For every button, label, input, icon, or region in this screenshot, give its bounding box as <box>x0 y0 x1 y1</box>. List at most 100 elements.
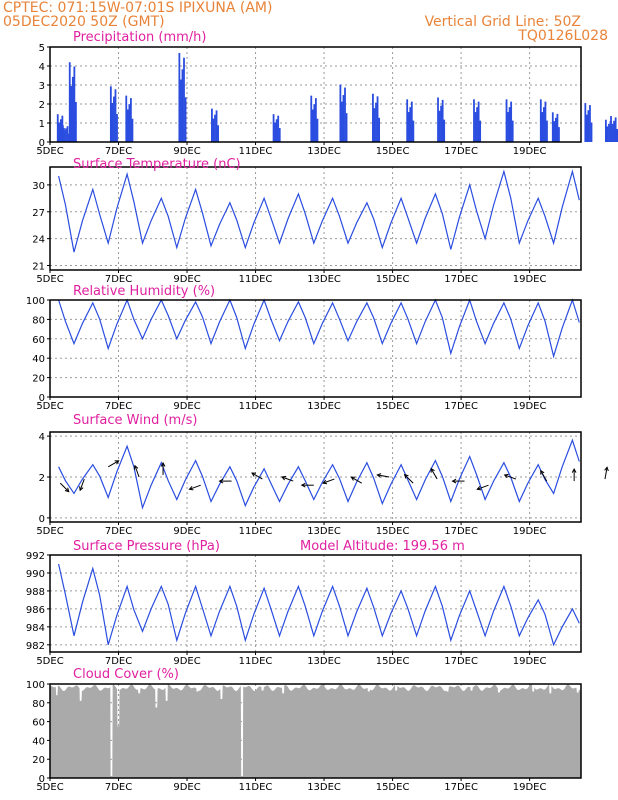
wind-arrow-head <box>540 469 545 475</box>
x-tick-label: 7DEC <box>105 656 132 667</box>
precip-bar <box>75 101 77 142</box>
precip-bar <box>443 119 446 142</box>
precip-bar <box>375 102 377 142</box>
precip-bar <box>56 114 59 142</box>
wind-arrow-head <box>218 478 224 484</box>
x-tick-label: 7DEC <box>105 526 132 537</box>
series-line <box>58 438 580 510</box>
x-tick-label: 9DEC <box>173 146 200 157</box>
panel-frame <box>49 46 582 143</box>
precip-bar <box>410 101 413 142</box>
panel-2: 0 20 40 60 80 100 5DEC 7DEC 9DEC 11DEC 13DEC 15DEC 1… <box>26 284 582 412</box>
y-tick-label: 20 <box>32 755 45 766</box>
precip-bar <box>278 128 281 142</box>
x-tick-label: 15DEC <box>376 526 410 537</box>
header-vertical-grid: Vertical Grid Line: 50Z <box>424 14 581 30</box>
precip-bar <box>116 114 118 142</box>
x-tick-label: 11DEC <box>239 526 273 537</box>
x-tick-label: 11DEC <box>239 146 273 157</box>
precip-bar <box>441 99 444 142</box>
wind-arrow <box>134 465 140 478</box>
x-tick-label: 7DEC <box>105 401 132 412</box>
precip-bar <box>544 101 547 142</box>
precip-bar <box>114 89 117 142</box>
wind-arrow <box>540 470 548 482</box>
precip-bar <box>129 98 132 142</box>
y-tick-label: 4 <box>39 432 45 443</box>
precip-bar <box>68 62 71 142</box>
panel-1: 21 24 27 30 5DEC 7DEC 9DEC 11DEC 13DEC 15DEC 17DEC… <box>32 157 582 285</box>
precip-bar <box>183 57 185 142</box>
wind-arrow-head <box>280 475 286 481</box>
wind-arrow-head <box>604 466 609 472</box>
precip-bar <box>128 104 131 142</box>
wind-arrow <box>107 460 119 468</box>
panel-frame <box>49 166 582 271</box>
wind-arrow <box>59 482 70 492</box>
wind-arrow-head <box>322 479 328 485</box>
x-tick-label: 5DEC <box>36 656 63 667</box>
y-tick-label: 982 <box>26 641 45 652</box>
precip-bar <box>342 95 345 142</box>
precip-bar <box>604 119 607 142</box>
wind-arrow <box>604 467 608 480</box>
precip-bar <box>614 117 617 142</box>
precip-bar <box>341 101 343 142</box>
x-tick-label: 7DEC <box>105 146 132 157</box>
precip-bar <box>376 96 379 142</box>
y-tick-label: 4 <box>39 62 45 73</box>
precip-bar <box>378 117 380 142</box>
x-tick-label: 13DEC <box>307 146 341 157</box>
x-tick-label: 19DEC <box>513 526 547 537</box>
precip-bar <box>440 105 442 142</box>
panel-0: 0 1 2 3 4 5 5DEC 7DEC 9DEC 11DEC 13DEC 15DEC 17DEC 19… <box>36 30 618 157</box>
wind-arrow <box>351 476 362 484</box>
x-tick-label: 5DEC <box>36 274 63 285</box>
wind-arrow <box>477 484 489 490</box>
x-tick-label: 13DEC <box>307 274 341 285</box>
precip-bar <box>131 118 134 142</box>
precip-bar <box>507 112 509 142</box>
precip-bar <box>66 126 69 142</box>
model-altitude-label: Model Altitude: 199.56 m <box>300 539 465 554</box>
precip-bar <box>372 93 374 142</box>
wind-arrow-head <box>64 487 70 493</box>
precip-bar <box>608 123 610 142</box>
wind-arrow-head <box>188 485 194 491</box>
y-tick-label: 990 <box>26 569 45 580</box>
wind-arrow-head <box>114 460 120 465</box>
y-tick-label: 20 <box>32 374 45 385</box>
x-tick-label: 13DEC <box>307 656 341 667</box>
panel-title: Precipitation (mm/h) <box>73 30 206 45</box>
precip-bar <box>316 118 319 142</box>
precip-bar <box>539 99 542 142</box>
precip-bar <box>606 126 609 142</box>
x-tick-label: 19DEC <box>513 401 547 412</box>
precip-bar <box>310 95 313 142</box>
wind-arrow-head <box>571 468 577 473</box>
y-tick-label: 40 <box>32 736 45 747</box>
y-tick-label: 0 <box>39 138 45 149</box>
panel-frame <box>49 431 582 523</box>
precip-bar <box>546 120 548 142</box>
precip-bar <box>585 114 588 142</box>
wind-arrow <box>189 484 201 490</box>
precip-bar <box>508 107 511 142</box>
wind-arrow <box>79 478 85 491</box>
precip-bar <box>611 123 614 142</box>
x-tick-label: 17DEC <box>444 146 478 157</box>
precip-bar <box>476 107 478 142</box>
precip-bar <box>109 86 112 142</box>
precip-bar <box>58 122 61 142</box>
precip-bar <box>406 99 409 142</box>
wind-arrow-head <box>451 478 457 484</box>
precip-bar <box>589 105 591 142</box>
precip-bar <box>126 109 129 142</box>
precip-bar <box>217 125 219 142</box>
y-tick-label: 60 <box>32 335 45 346</box>
y-tick-label: 5 <box>39 43 45 54</box>
x-tick-label: 11DEC <box>239 401 273 412</box>
precip-bar <box>61 125 64 142</box>
wind-arrow-head <box>133 464 139 470</box>
y-tick-label: 0 <box>39 393 45 404</box>
